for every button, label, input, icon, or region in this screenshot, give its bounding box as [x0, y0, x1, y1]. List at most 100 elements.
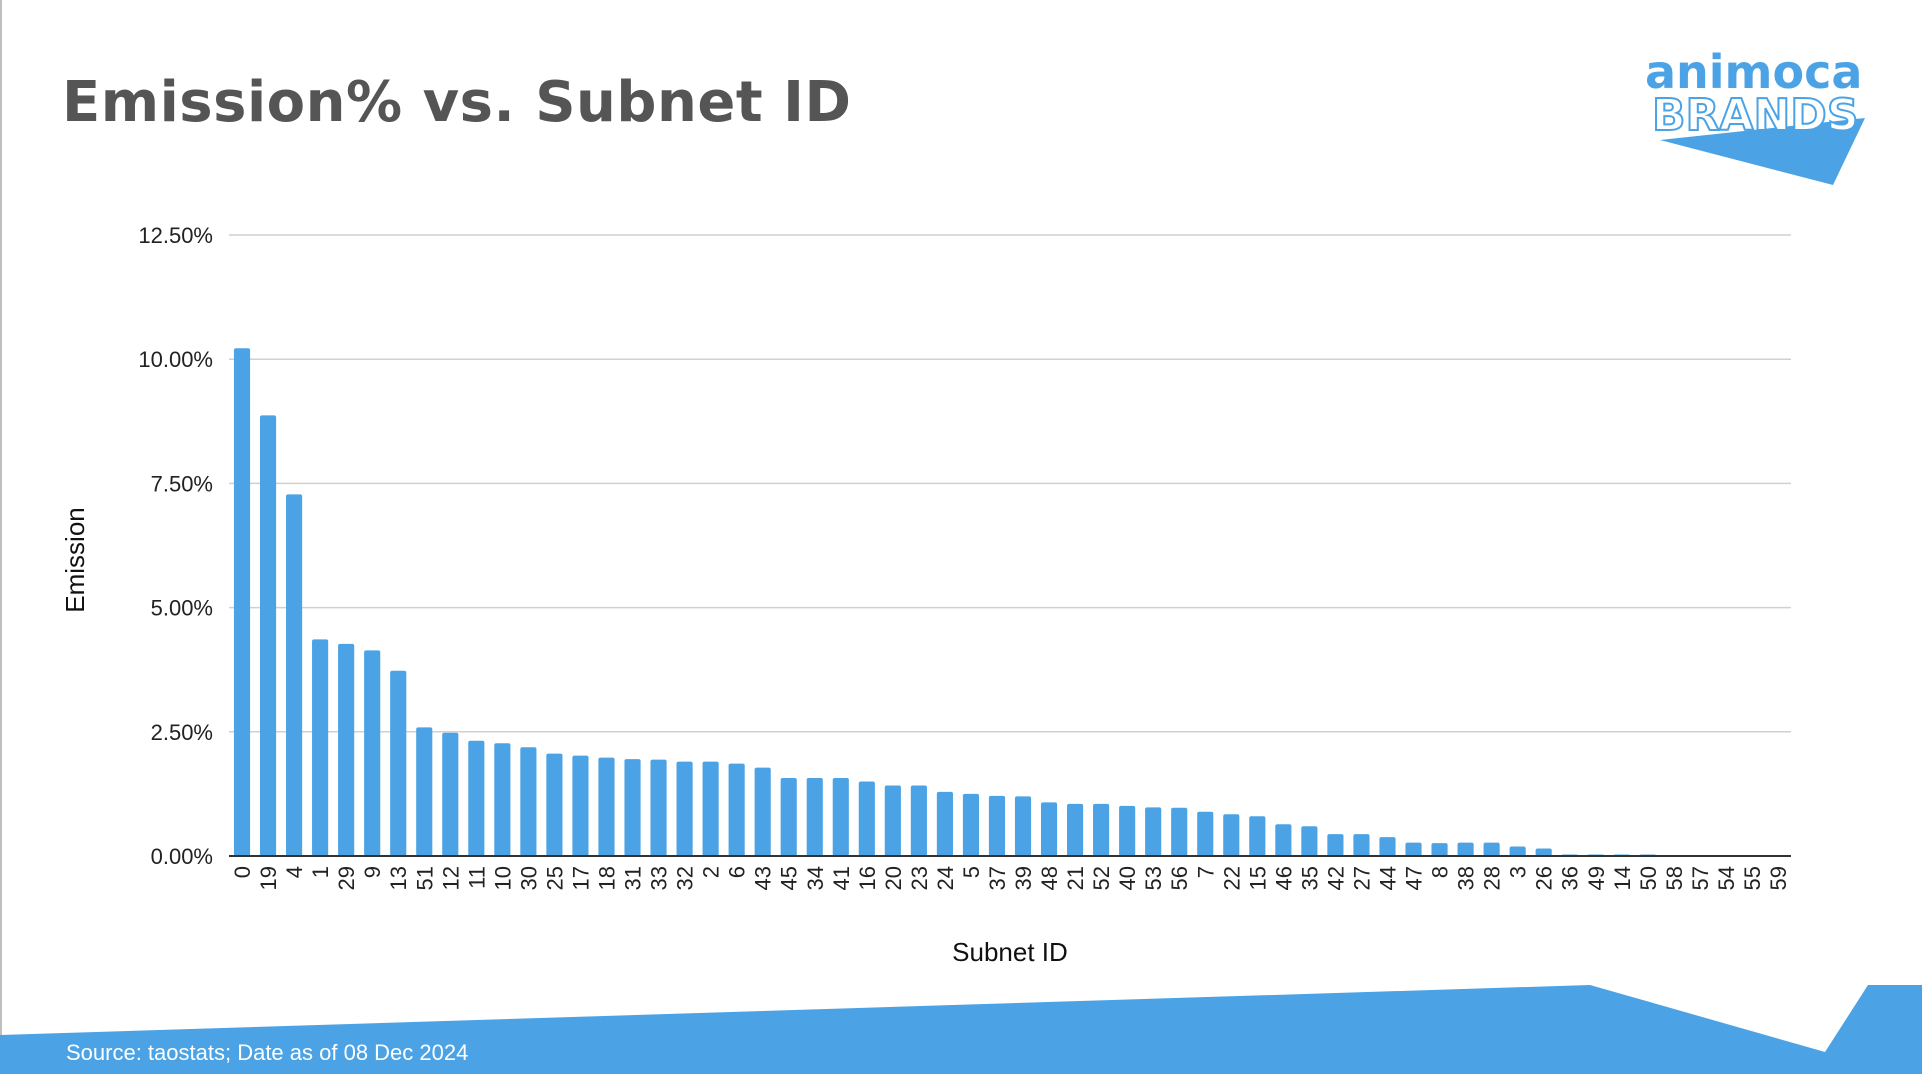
x-tick-label: 50: [1636, 866, 1661, 890]
x-tick-label: 10: [490, 866, 515, 890]
x-tick-label: 28: [1480, 866, 1505, 890]
bar: [1275, 824, 1292, 856]
bar: [598, 757, 615, 856]
bar: [468, 740, 485, 856]
bar: [1327, 834, 1344, 856]
bar: [259, 415, 277, 856]
bar: [754, 767, 771, 856]
x-tick-label: 31: [621, 866, 646, 890]
x-tick-label: 9: [360, 866, 385, 878]
y-tick-label: 0.00%: [151, 844, 213, 869]
x-tick-label: 8: [1428, 866, 1453, 878]
x-tick-label: 18: [594, 866, 619, 890]
bar: [1223, 814, 1240, 856]
x-tick-label: 30: [516, 866, 541, 890]
x-tick-label: 1: [308, 866, 333, 878]
bar: [624, 759, 641, 856]
x-tick-label: 35: [1297, 866, 1322, 890]
x-tick-label: 48: [1037, 866, 1062, 890]
x-tick-label: 6: [725, 866, 750, 878]
x-tick-label: 11: [464, 866, 489, 889]
x-tick-label: 42: [1323, 866, 1348, 890]
bar: [546, 753, 563, 856]
bar: [988, 795, 1006, 856]
y-tick-label: 12.50%: [138, 223, 213, 248]
bar: [1093, 803, 1110, 856]
y-tick-label: 2.50%: [151, 720, 213, 745]
bar: [676, 761, 693, 856]
bar: [936, 791, 953, 856]
y-tick-labels: 0.00% 2.50% 5.00% 7.50% 10.00% 12.50%: [138, 223, 213, 869]
x-tick-label: 5: [959, 866, 984, 878]
x-tick-label: 21: [1063, 866, 1088, 890]
x-tick-label: 46: [1271, 866, 1296, 890]
bar: [494, 743, 511, 856]
bar: [1119, 805, 1136, 856]
x-tick-label: 56: [1167, 866, 1192, 890]
grid-lines: [229, 234, 1791, 733]
animoca-brands-logo: animoca BRANDS: [1645, 45, 1865, 185]
bar: [1249, 816, 1266, 856]
bar: [520, 747, 537, 856]
x-tick-label: 27: [1349, 866, 1374, 890]
x-tick-label: 7: [1193, 866, 1218, 878]
x-tick-labels: 0 19 4 1 29 9 13 51 12 11 10 30 25 17 18 31 33 32 2 6 43 45 34…: [230, 866, 1791, 890]
x-tick-label: 53: [1141, 866, 1166, 890]
x-tick-label: 16: [855, 866, 880, 890]
x-tick-label: 19: [256, 866, 281, 890]
bar: [442, 732, 459, 856]
bar: [1145, 807, 1162, 856]
x-tick-label: 14: [1610, 866, 1635, 890]
x-tick-label: 29: [334, 866, 359, 890]
x-tick-label: 4: [282, 866, 307, 878]
x-tick-label: 45: [777, 866, 802, 890]
bar: [390, 670, 407, 856]
bar: [1171, 807, 1188, 856]
x-tick-label: 26: [1532, 866, 1557, 890]
bar: [572, 755, 589, 856]
x-tick-label: 33: [647, 866, 672, 890]
x-tick-label: 57: [1688, 866, 1713, 890]
x-tick-label: 22: [1219, 866, 1244, 890]
bar: [962, 793, 980, 856]
bar: [1405, 842, 1422, 856]
y-tick-label: 7.50%: [151, 471, 213, 496]
x-tick-label: 12: [438, 866, 463, 890]
x-tick-label: 59: [1766, 866, 1791, 890]
x-tick-label: 3: [1506, 866, 1531, 878]
bar: [364, 650, 381, 856]
bar: [1040, 802, 1058, 856]
x-tick-label: 37: [985, 866, 1010, 890]
y-axis-label: Emission: [60, 507, 90, 612]
x-tick-label: 39: [1011, 866, 1036, 890]
bar: [728, 763, 745, 856]
bar: [832, 778, 849, 856]
x-tick-label: 54: [1714, 866, 1739, 890]
x-tick-label: 40: [1115, 866, 1140, 890]
bar: [1509, 846, 1526, 856]
bar: [780, 778, 797, 856]
bar: [910, 785, 927, 856]
x-tick-label: 52: [1089, 866, 1114, 890]
bar: [884, 785, 901, 856]
bar: [1067, 803, 1084, 856]
x-tick-label: 44: [1375, 866, 1400, 890]
bar: [1353, 834, 1370, 856]
bar: [1483, 842, 1500, 856]
x-tick-label: 23: [907, 866, 932, 890]
bar: [1457, 842, 1474, 856]
x-tick-label: 36: [1558, 866, 1583, 890]
bar: [286, 494, 303, 856]
x-tick-label: 55: [1740, 866, 1765, 890]
y-tick-label: 10.00%: [138, 347, 213, 372]
bar: [1535, 848, 1552, 856]
bar: [1431, 843, 1448, 856]
x-tick-label: 51: [412, 866, 437, 890]
slide-left-border: [0, 0, 2, 1074]
bar: [312, 639, 329, 856]
bar: [1197, 811, 1214, 856]
x-tick-label: 32: [673, 866, 698, 890]
x-tick-label: 38: [1454, 866, 1479, 890]
